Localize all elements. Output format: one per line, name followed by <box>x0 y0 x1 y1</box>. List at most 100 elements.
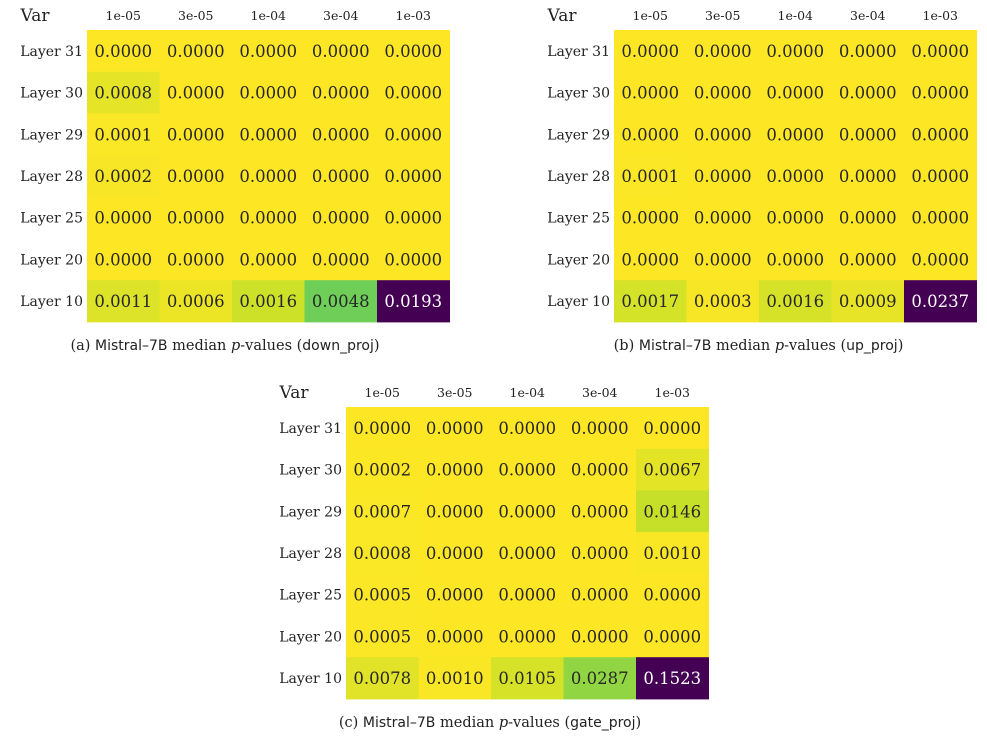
cell-value-label: 0.0000 <box>384 167 442 186</box>
row-label: Layer 28 <box>279 546 342 562</box>
cell-value-label: 0.0017 <box>621 292 679 311</box>
caption-gate-proj: (c) Mistral–7B median p-values (gate_pro… <box>338 715 642 731</box>
heatmap-cell <box>759 113 832 156</box>
cell-value-label: 0.0000 <box>94 250 152 269</box>
cell-value-label: 0.0000 <box>239 209 297 228</box>
cell-value-label: 0.0005 <box>353 586 411 605</box>
cell-value-label: 0.0005 <box>353 627 411 646</box>
heatmap-cell <box>686 30 760 73</box>
heatmap-cell <box>614 30 687 73</box>
cell-value-label: 0.0000 <box>498 586 556 605</box>
cell-value-label: 0.0000 <box>571 461 629 480</box>
heatmap-cell <box>491 490 564 533</box>
cell-value-label: 0.0000 <box>911 167 969 186</box>
cell-value-label: 0.1523 <box>643 669 701 688</box>
cell-value-label: 0.0000 <box>839 42 897 61</box>
caption-model: Mistral–7B <box>362 715 436 731</box>
cell-value-label: 0.0000 <box>498 502 556 521</box>
caption-suffix: -values <box>240 338 293 354</box>
heatmap-cell <box>491 448 564 491</box>
heatmap-cell <box>759 196 832 239</box>
heatmap-cell <box>831 30 905 73</box>
row-label: Layer 20 <box>547 252 610 268</box>
heatmap-cell <box>686 280 760 323</box>
heatmap-cell <box>636 448 709 491</box>
heatmap-cell <box>686 113 760 156</box>
column-label: 1e-05 <box>106 8 141 23</box>
heatmap-panel-gate-proj: Var 1e-05 3e-05 1e-04 3e-04 1e-03 Layer 31 0.00… <box>260 377 720 702</box>
heatmap-cell <box>904 196 977 239</box>
row-label: Layer 10 <box>20 294 83 310</box>
caption-up-proj: (b) Mistral–7B median p-values (up_proj) <box>613 338 904 354</box>
heatmap-cell <box>686 71 760 114</box>
column-label: 1e-03 <box>923 8 959 23</box>
caption-var: p <box>230 338 241 354</box>
row-label: Layer 31 <box>279 421 342 437</box>
heatmap-svg-up-proj: Var 1e-05 3e-05 1e-04 3e-04 1e-03 Layer 31 0.00… <box>547 6 977 323</box>
heatmap-cell <box>232 280 305 323</box>
cell-value-label: 0.0000 <box>694 42 752 61</box>
heatmap-cell <box>563 615 637 658</box>
cell-value-label: 0.0000 <box>839 209 897 228</box>
row-label: Layer 29 <box>20 127 83 143</box>
caption-down-proj: (a) Mistral–7B median p-values (down_pro… <box>70 338 380 354</box>
cell-value-label: 0.0016 <box>766 292 824 311</box>
heatmap-cell <box>686 155 760 198</box>
heatmap-cell <box>614 280 687 323</box>
heatmap-cell <box>87 280 160 323</box>
heatmap-cell <box>686 238 760 281</box>
cell-value-label: 0.0000 <box>426 586 484 605</box>
caption-var: p <box>498 715 509 731</box>
heatmap-cell <box>304 71 378 114</box>
cell-value-label: 0.0000 <box>643 586 701 605</box>
column-label: 3e-04 <box>323 8 359 23</box>
cell-value-label: 0.0000 <box>911 84 969 103</box>
heatmap-cell <box>159 113 233 156</box>
cell-value-label: 0.0000 <box>312 250 370 269</box>
cell-value-label: 0.0000 <box>498 627 556 646</box>
cell-value-label: 0.0000 <box>239 167 297 186</box>
heatmap-cell <box>304 196 378 239</box>
cell-value-label: 0.0048 <box>312 292 370 311</box>
cell-value-label: 0.0000 <box>312 42 370 61</box>
heatmap-cell <box>904 30 977 73</box>
cell-value-label: 0.0000 <box>911 209 969 228</box>
cell-value-label: 0.0000 <box>312 125 370 144</box>
cell-value-label: 0.0000 <box>911 125 969 144</box>
corner-label: Var <box>279 383 310 403</box>
cell-value-label: 0.0000 <box>167 250 225 269</box>
row-label: Layer 30 <box>20 86 83 102</box>
row-label: Layer 29 <box>547 127 610 143</box>
heatmap-cell <box>304 113 378 156</box>
heatmap-cell <box>904 238 977 281</box>
cell-value-label: 0.0000 <box>384 125 442 144</box>
cell-value-label: 0.0000 <box>312 209 370 228</box>
cell-value-label: 0.0008 <box>94 84 152 103</box>
cell-value-label: 0.0000 <box>94 42 152 61</box>
cell-value-label: 0.0000 <box>426 419 484 438</box>
cell-value-label: 0.0011 <box>94 292 152 311</box>
heatmap-cell <box>491 407 564 450</box>
heatmap-cell <box>904 113 977 156</box>
heatmap-cell <box>159 71 233 114</box>
cell-value-label: 0.0000 <box>571 502 629 521</box>
row-label: Layer 25 <box>279 588 342 604</box>
cell-value-label: 0.0146 <box>643 502 701 521</box>
cell-value-label: 0.0000 <box>384 42 442 61</box>
cell-value-label: 0.0007 <box>353 502 411 521</box>
column-label: 1e-05 <box>365 385 400 400</box>
heatmap-cell <box>563 532 637 575</box>
heatmap-svg-down-proj: Var 1e-05 3e-05 1e-04 3e-04 1e-03 Layer 31 0.00… <box>20 6 450 323</box>
heatmap-cell <box>636 532 709 575</box>
heatmap-cell <box>346 657 419 700</box>
cell-value-label: 0.0000 <box>766 167 824 186</box>
heatmap-cell <box>377 238 450 281</box>
heatmap-panel-up-proj: Var 1e-05 3e-05 1e-04 3e-04 1e-03 Layer 31 0.00… <box>530 0 987 325</box>
heatmap-cell <box>346 407 419 450</box>
caption-model: Mistral–7B <box>95 338 168 354</box>
heatmap-cell <box>614 238 687 281</box>
cell-value-label: 0.0000 <box>571 419 629 438</box>
heatmap-cell <box>636 490 709 533</box>
heatmap-cell <box>563 407 637 450</box>
heatmap-cell <box>418 407 492 450</box>
